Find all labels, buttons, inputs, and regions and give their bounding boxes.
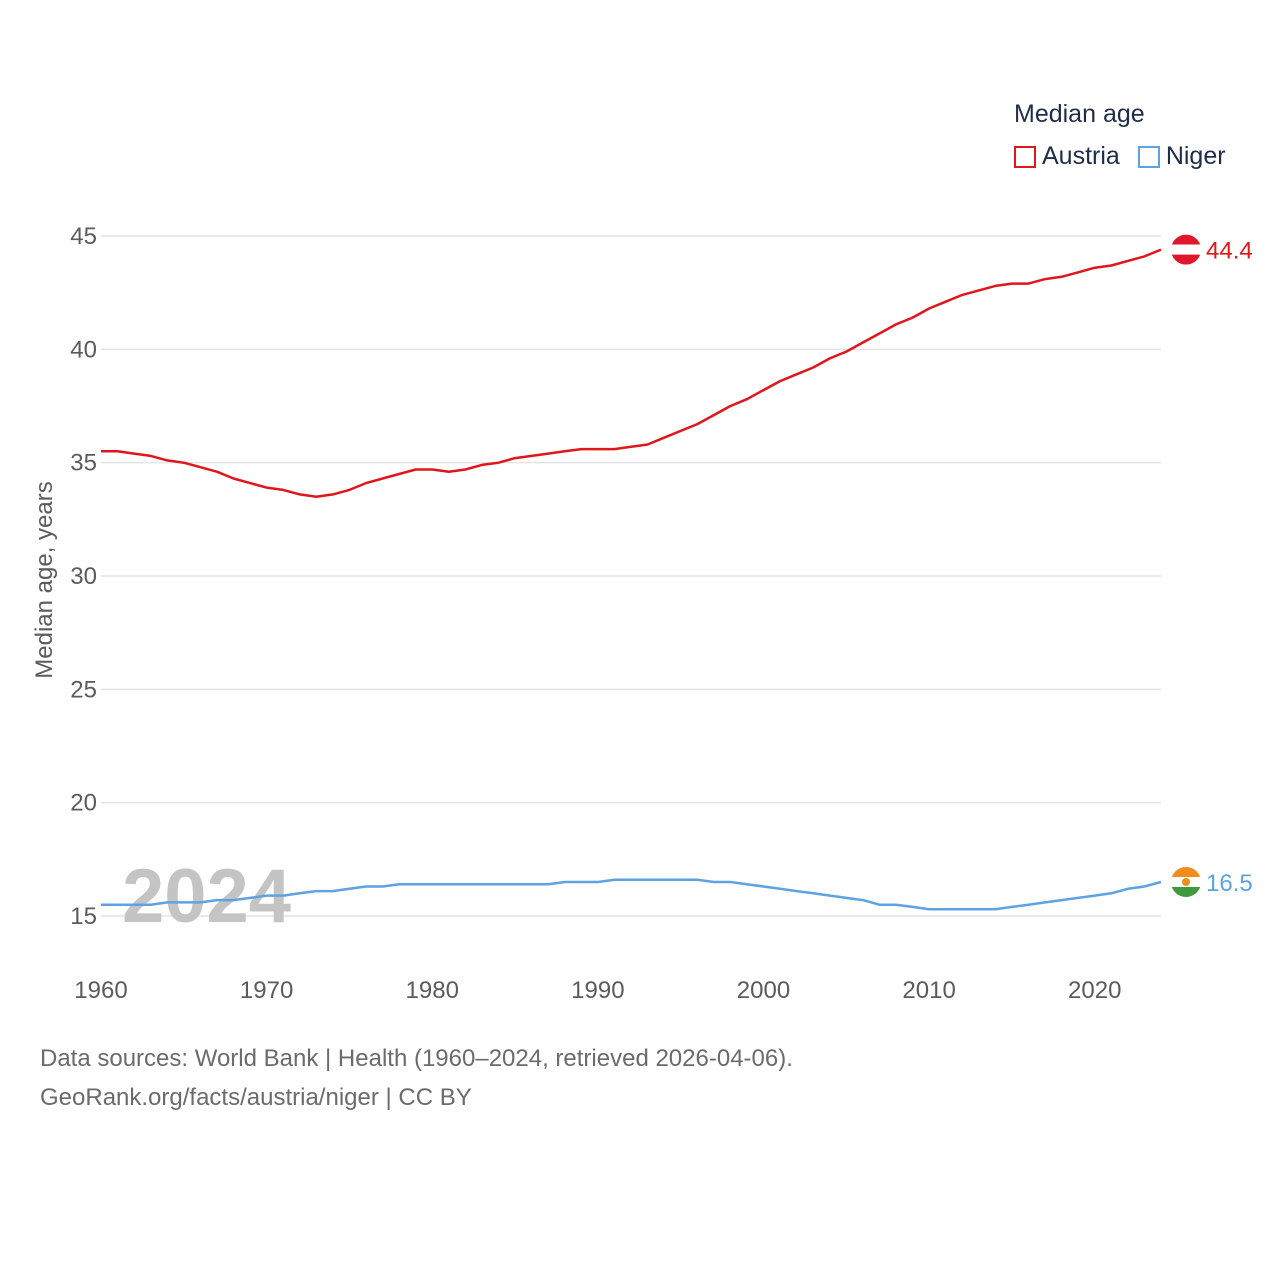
legend-item-austria[interactable]: Austria bbox=[1014, 142, 1120, 171]
legend-swatch-niger bbox=[1137, 145, 1160, 168]
flag-austria-icon bbox=[1171, 234, 1201, 265]
x-axis-ticks: 1960 1970 1980 1990 2000 2010 2020 bbox=[74, 977, 1121, 1004]
x-tick-label: 1970 bbox=[240, 977, 293, 1004]
end-label-austria: 44.4 bbox=[1206, 238, 1253, 265]
x-tick-label: 2010 bbox=[902, 977, 955, 1004]
source-line-2[interactable]: GeoRank.org/facts/austria/niger | CC BY bbox=[40, 1084, 472, 1111]
flag-niger-icon bbox=[1171, 867, 1201, 897]
series-line-austria[interactable] bbox=[101, 248, 1162, 498]
x-tick-label: 2020 bbox=[1068, 977, 1121, 1004]
y-tick-label: 30 bbox=[70, 563, 97, 590]
y-tick-label: 45 bbox=[70, 223, 97, 250]
legend-label-niger: Niger bbox=[1165, 142, 1226, 170]
y-axis-ticks: 15 20 25 30 35 40 45 bbox=[70, 223, 97, 930]
grid-lines bbox=[101, 235, 1161, 917]
legend-swatch-austria bbox=[1014, 145, 1036, 168]
source-line-1: Data sources: World Bank | Health (1960–… bbox=[40, 1045, 793, 1072]
legend-item-niger[interactable]: Niger bbox=[1137, 142, 1226, 171]
legend-title: Median age bbox=[1014, 100, 1145, 128]
y-tick-label: 25 bbox=[70, 676, 97, 703]
y-tick-label: 35 bbox=[70, 450, 97, 477]
x-tick-label: 1980 bbox=[406, 977, 459, 1004]
x-tick-label: 1990 bbox=[571, 977, 624, 1004]
y-tick-label: 20 bbox=[70, 790, 97, 817]
y-tick-label: 40 bbox=[70, 336, 97, 363]
x-tick-label: 2000 bbox=[737, 977, 790, 1004]
series-end-markers: 44.4 16.5 bbox=[1171, 234, 1253, 897]
end-label-niger: 16.5 bbox=[1206, 870, 1253, 897]
legend: Austria Niger bbox=[1014, 142, 1244, 171]
series-lines bbox=[101, 248, 1162, 911]
y-tick-label: 15 bbox=[70, 903, 97, 930]
legend-label-austria: Austria bbox=[1042, 142, 1120, 170]
y-axis-label: Median age, years bbox=[31, 481, 58, 678]
series-line-niger[interactable] bbox=[101, 878, 1162, 911]
x-tick-label: 1960 bbox=[74, 977, 127, 1004]
